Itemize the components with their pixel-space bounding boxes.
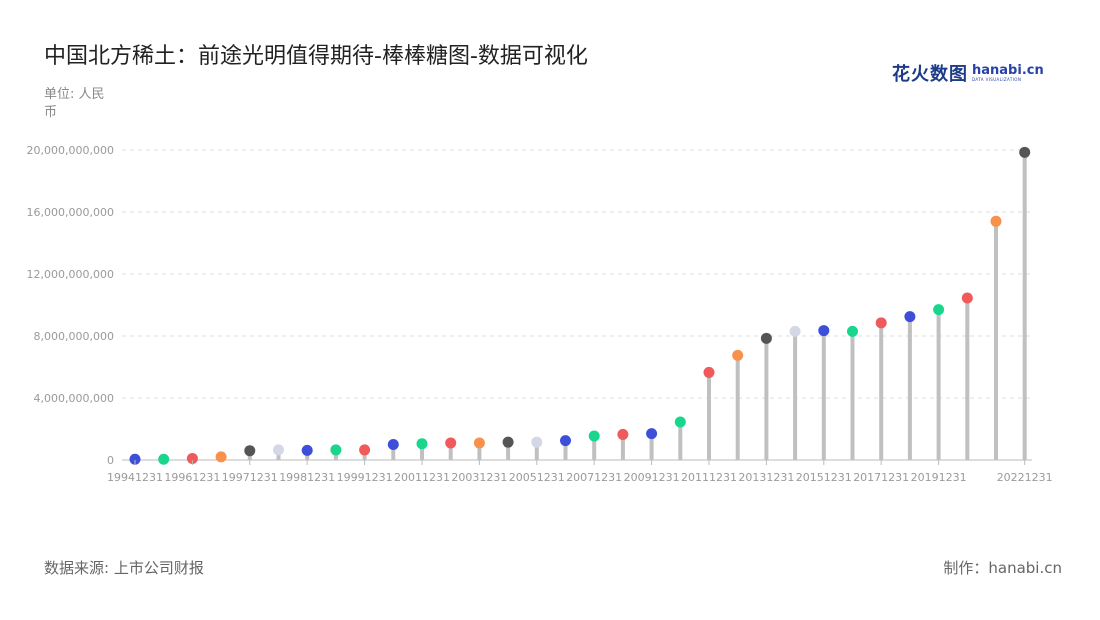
logo-cn-text: 花火数图 xyxy=(892,64,968,85)
x-tick-label: 20171231 xyxy=(853,471,909,484)
stem-layer xyxy=(133,152,1027,460)
y-tick-label: 16,000,000,000 xyxy=(27,206,114,219)
lollipop-dot xyxy=(359,444,371,456)
logo-sub-text: DATA VISUALIZATION xyxy=(972,76,1022,82)
x-tick-label: 20051231 xyxy=(509,471,565,484)
lollipop-dot xyxy=(847,325,858,337)
lollipop-dot xyxy=(646,428,658,440)
x-tick-label: 20221231 xyxy=(997,471,1053,484)
lollipop-dot xyxy=(387,439,399,450)
x-tick-label: 20011231 xyxy=(394,471,450,484)
x-tick-label: 20071231 xyxy=(566,471,622,484)
lollipop-dot xyxy=(330,444,342,456)
x-tick-label: 20151231 xyxy=(796,471,852,484)
lollipop-dot xyxy=(703,366,715,378)
x-tick-label: 20031231 xyxy=(451,471,507,484)
lollipop-dot xyxy=(158,453,170,465)
lollipop-dot xyxy=(473,437,485,449)
lollipop-dot xyxy=(732,349,744,361)
y-tick-label: 20,000,000,000 xyxy=(27,144,114,157)
lollipop-dot xyxy=(760,332,772,344)
grid-layer xyxy=(122,149,1032,399)
lollipop-dot xyxy=(875,317,887,329)
dot-layer xyxy=(129,146,1031,465)
lollipop-dot xyxy=(1019,146,1031,158)
lollipop-dot xyxy=(215,451,227,463)
lollipop-dot xyxy=(186,452,198,464)
lollipop-dot xyxy=(588,430,600,442)
x-tick-label: 19991231 xyxy=(337,471,393,484)
lollipop-dot xyxy=(502,436,514,448)
x-tick-label: 20191231 xyxy=(911,471,967,484)
y-tick-label: 0 xyxy=(107,454,114,467)
y-tick-label: 4,000,000,000 xyxy=(34,392,114,405)
lollipop-dot xyxy=(789,325,801,337)
x-tick-label: 20111231 xyxy=(681,471,737,484)
lollipop-dot xyxy=(933,304,945,316)
lollipop-dot xyxy=(674,416,686,428)
lollipop-dot xyxy=(990,215,1002,227)
data-source: 数据来源: 上市公司财报 xyxy=(44,559,204,577)
lollipop-dot xyxy=(273,444,284,456)
brand-logo: 花火数图 hanabi.cn DATA VISUALIZATION xyxy=(892,60,1044,86)
x-tick-label: 20131231 xyxy=(738,471,794,484)
lollipop-dot xyxy=(244,445,256,457)
y-tick-label: 12,000,000,000 xyxy=(27,268,114,281)
lollipop-dot xyxy=(961,292,973,304)
lollipop-dot xyxy=(617,428,629,440)
x-tick-label: 19941231 xyxy=(107,471,163,484)
lollipop-dot xyxy=(445,437,457,449)
x-tick-labels: 19941231 19961231 19971231 19981231 19991231… xyxy=(107,460,1053,484)
chart-title: 中国北方稀土：前途光明值得期待-棒棒糖图-数据可视化 xyxy=(44,44,588,69)
x-tick-label: 19961231 xyxy=(164,471,220,484)
lollipop-dot xyxy=(818,325,830,337)
logo-en-text: hanabi.cn xyxy=(972,62,1044,78)
lollipop-dot xyxy=(560,435,571,447)
unit-label: 单位: 人民币 xyxy=(44,87,105,120)
y-tick-labels: 0 4,000,000,000 8,000,000,000 12,000,000,00… xyxy=(27,144,114,467)
x-tick-label: 19971231 xyxy=(222,471,278,484)
lollipop-dot xyxy=(416,438,428,450)
lollipop-dot xyxy=(904,311,916,323)
y-tick-label: 8,000,000,000 xyxy=(34,330,114,343)
credit-text: 制作：hanabi.cn xyxy=(943,559,1062,577)
lollipop-dot xyxy=(531,436,543,448)
lollipop-dot xyxy=(301,444,313,456)
lollipop-dot xyxy=(129,453,141,465)
x-tick-label: 19981231 xyxy=(279,471,335,484)
x-tick-label: 20091231 xyxy=(624,471,680,484)
